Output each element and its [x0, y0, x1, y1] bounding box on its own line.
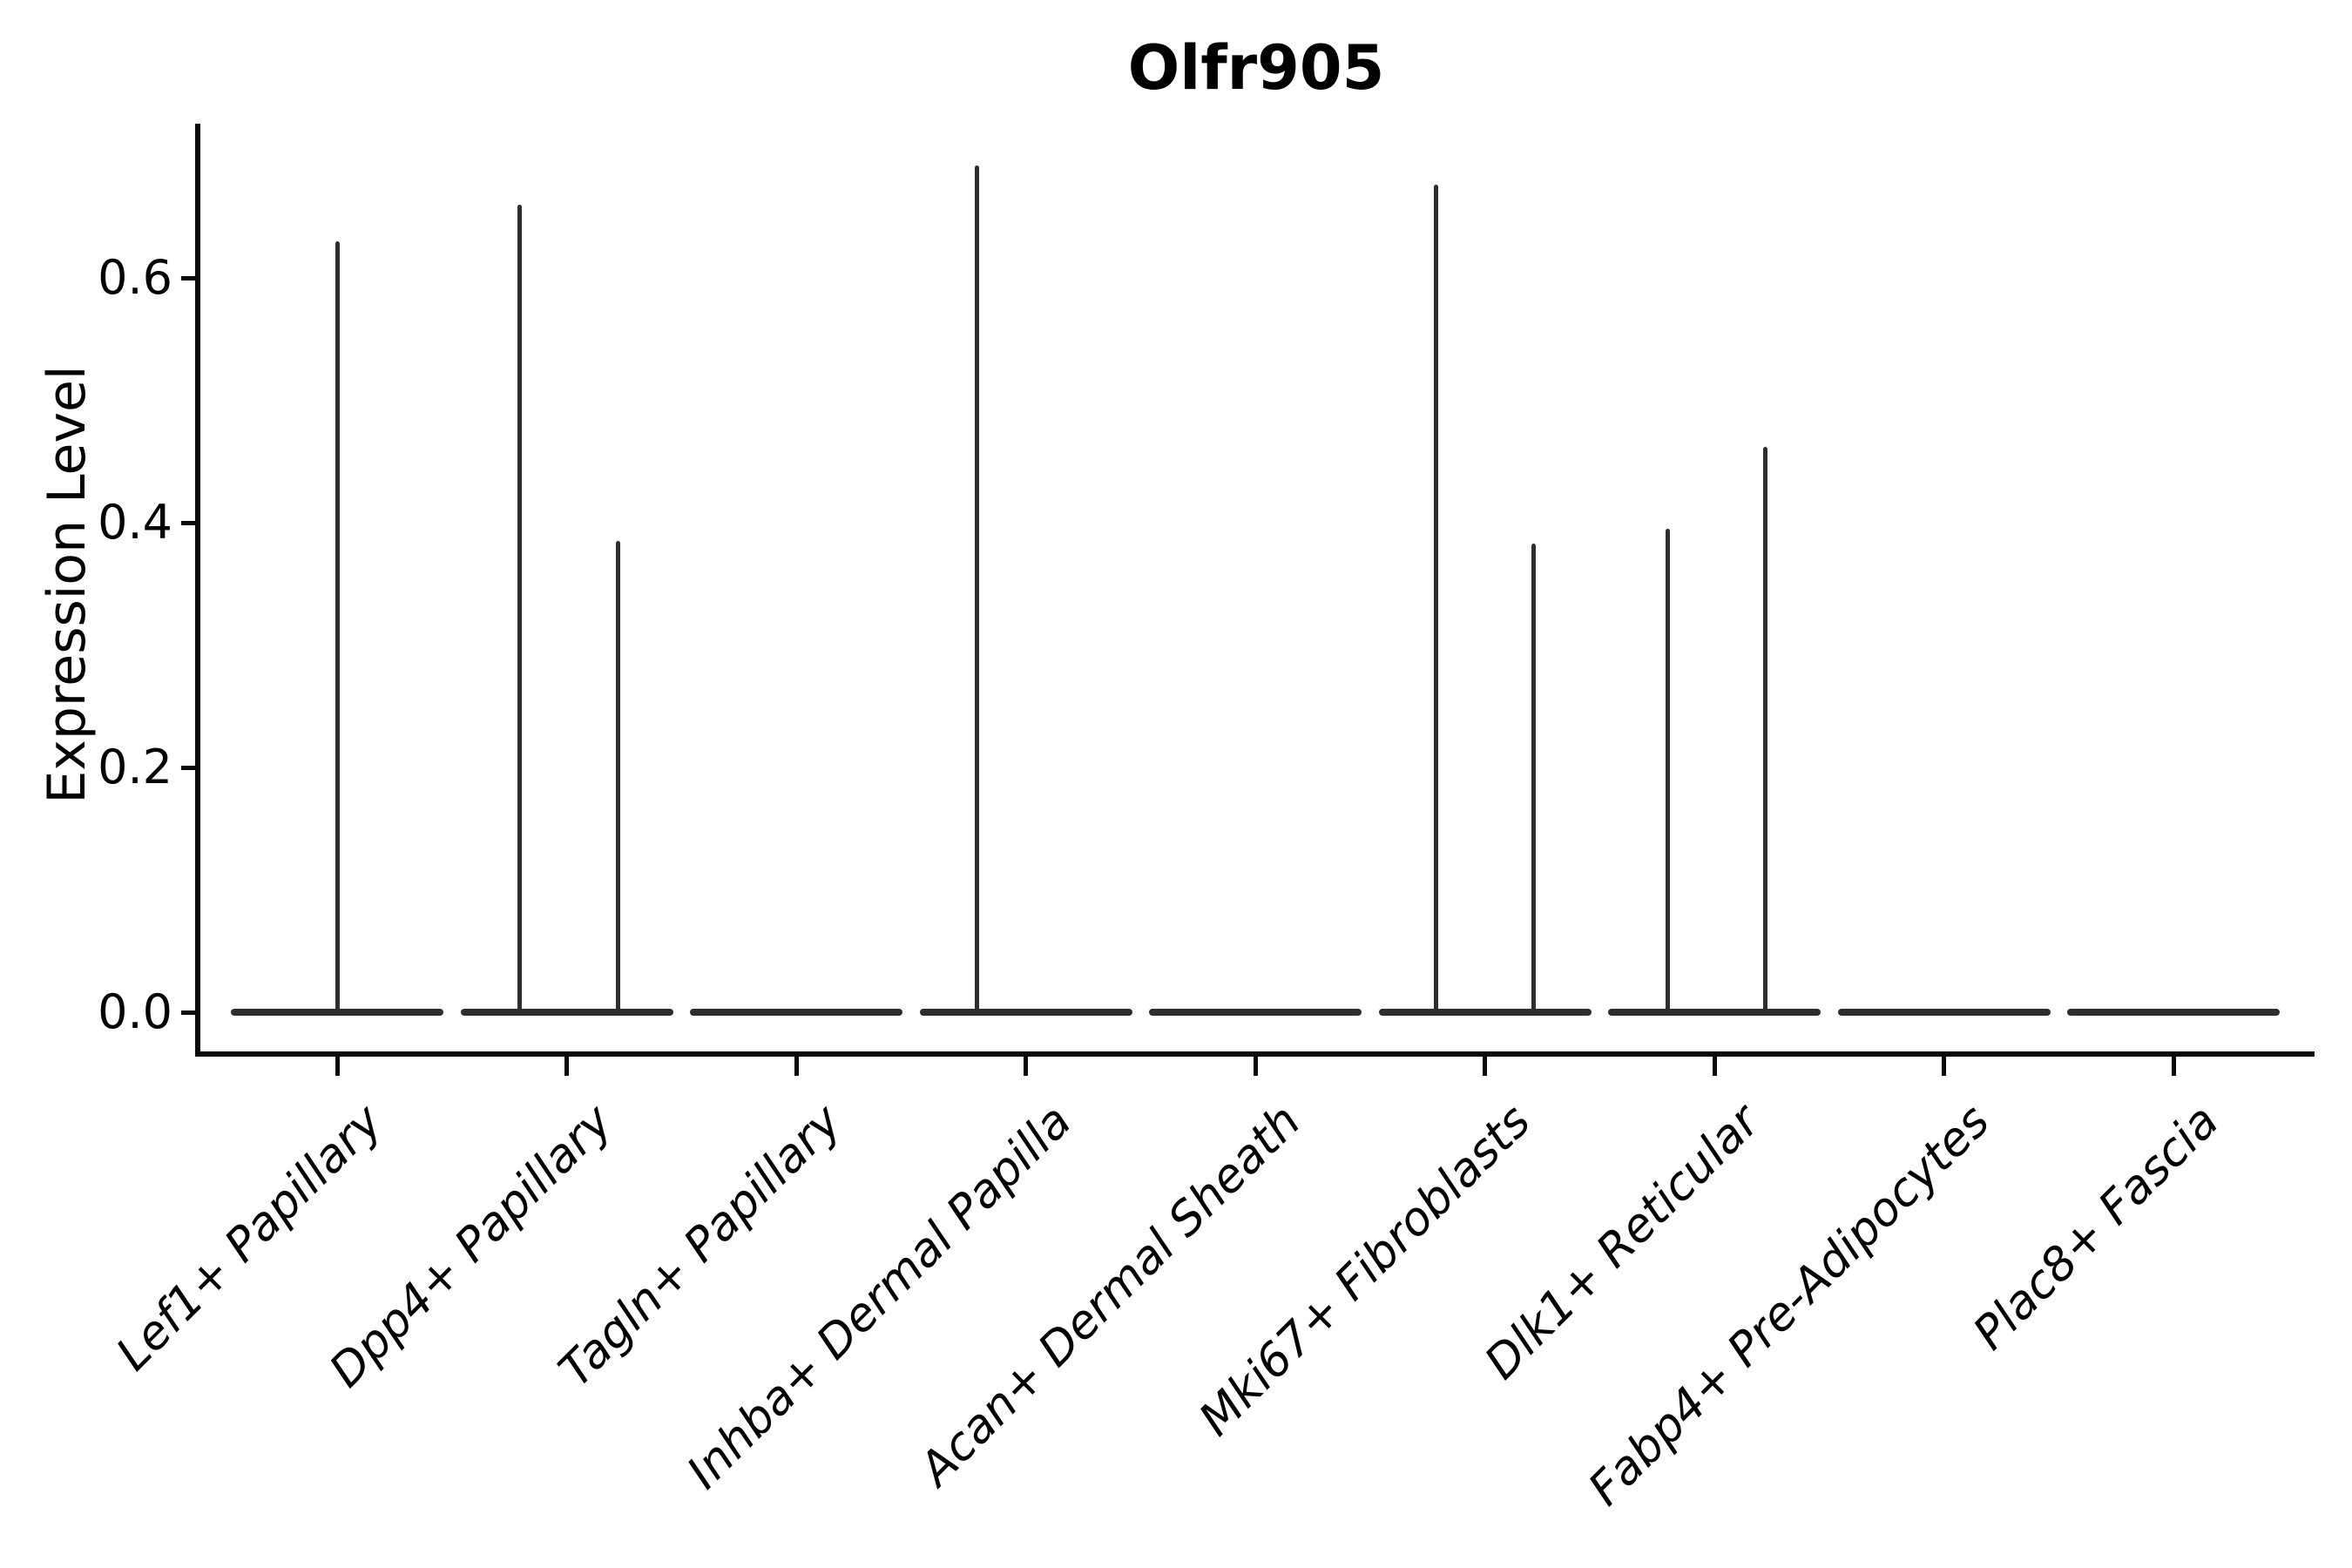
violin-spike — [1433, 185, 1438, 1010]
y-tick-mark — [181, 275, 196, 280]
x-tick-mark — [335, 1057, 340, 1076]
violin-spike — [517, 204, 523, 1010]
y-tick-mark — [181, 765, 196, 770]
y-tick-mark — [181, 520, 196, 525]
x-tick-mark — [564, 1057, 569, 1076]
violin-body — [1378, 1009, 1592, 1016]
y-tick-label: 0.0 — [98, 984, 172, 1039]
x-tick-label: Acan+ Dermal Sheath — [909, 1094, 1311, 1497]
y-tick-label: 0.2 — [98, 740, 172, 794]
y-axis-label: Expression Level — [37, 365, 98, 804]
violin-body — [690, 1009, 902, 1016]
violin-spike — [335, 240, 340, 1010]
x-tick-label: Plac8+ Fascia — [1963, 1094, 2229, 1361]
violin-spike — [615, 541, 620, 1010]
violin-spike — [1531, 543, 1537, 1010]
violin-body — [1608, 1009, 1821, 1016]
plot-title: Olfr905 — [1127, 32, 1385, 104]
y-tick-mark — [181, 1010, 196, 1015]
x-tick-mark — [2171, 1057, 2176, 1076]
x-tick-mark — [1942, 1057, 1946, 1076]
x-tick-mark — [1483, 1057, 1487, 1076]
x-tick-mark — [794, 1057, 799, 1076]
violin-body — [1149, 1009, 1362, 1016]
violin-body — [919, 1009, 1132, 1016]
violin-body — [460, 1009, 673, 1016]
violin-spike — [974, 165, 979, 1010]
x-axis-spine — [195, 1051, 2315, 1057]
x-tick-mark — [1712, 1057, 1717, 1076]
y-axis-spine — [195, 124, 200, 1057]
violin-body — [231, 1009, 443, 1016]
x-tick-mark — [1253, 1057, 1258, 1076]
violin-body — [2067, 1009, 2280, 1016]
y-tick-label: 0.6 — [98, 250, 172, 305]
x-tick-mark — [1024, 1057, 1028, 1076]
x-tick-label: Inhba+ Dermal Papilla — [676, 1094, 1082, 1500]
violin-body — [1837, 1009, 2051, 1016]
violin-spike — [1763, 446, 1768, 1010]
y-tick-label: 0.4 — [98, 495, 172, 550]
violin-spike — [1665, 529, 1670, 1010]
x-tick-label: Fabp4+ Pre-Adipocytes — [1578, 1094, 2000, 1517]
